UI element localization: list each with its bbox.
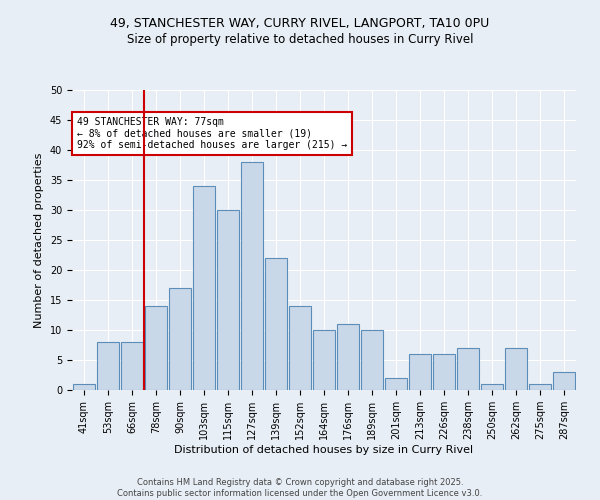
Text: 49 STANCHESTER WAY: 77sqm
← 8% of detached houses are smaller (19)
92% of semi-d: 49 STANCHESTER WAY: 77sqm ← 8% of detach… <box>77 117 347 150</box>
Text: 49, STANCHESTER WAY, CURRY RIVEL, LANGPORT, TA10 0PU: 49, STANCHESTER WAY, CURRY RIVEL, LANGPO… <box>110 18 490 30</box>
X-axis label: Distribution of detached houses by size in Curry Rivel: Distribution of detached houses by size … <box>175 445 473 455</box>
Bar <box>529 384 551 390</box>
Y-axis label: Number of detached properties: Number of detached properties <box>34 152 44 328</box>
Bar <box>145 306 167 390</box>
Bar <box>385 378 407 390</box>
Bar <box>553 372 575 390</box>
Bar <box>97 342 119 390</box>
Bar <box>217 210 239 390</box>
Bar <box>433 354 455 390</box>
Bar <box>457 348 479 390</box>
Text: Size of property relative to detached houses in Curry Rivel: Size of property relative to detached ho… <box>127 32 473 46</box>
Bar <box>265 258 287 390</box>
Bar <box>193 186 215 390</box>
Bar <box>409 354 431 390</box>
Bar <box>481 384 503 390</box>
Bar <box>241 162 263 390</box>
Bar <box>313 330 335 390</box>
Bar <box>121 342 143 390</box>
Text: Contains HM Land Registry data © Crown copyright and database right 2025.
Contai: Contains HM Land Registry data © Crown c… <box>118 478 482 498</box>
Bar <box>361 330 383 390</box>
Bar <box>289 306 311 390</box>
Bar <box>73 384 95 390</box>
Bar <box>505 348 527 390</box>
Bar <box>169 288 191 390</box>
Bar <box>337 324 359 390</box>
